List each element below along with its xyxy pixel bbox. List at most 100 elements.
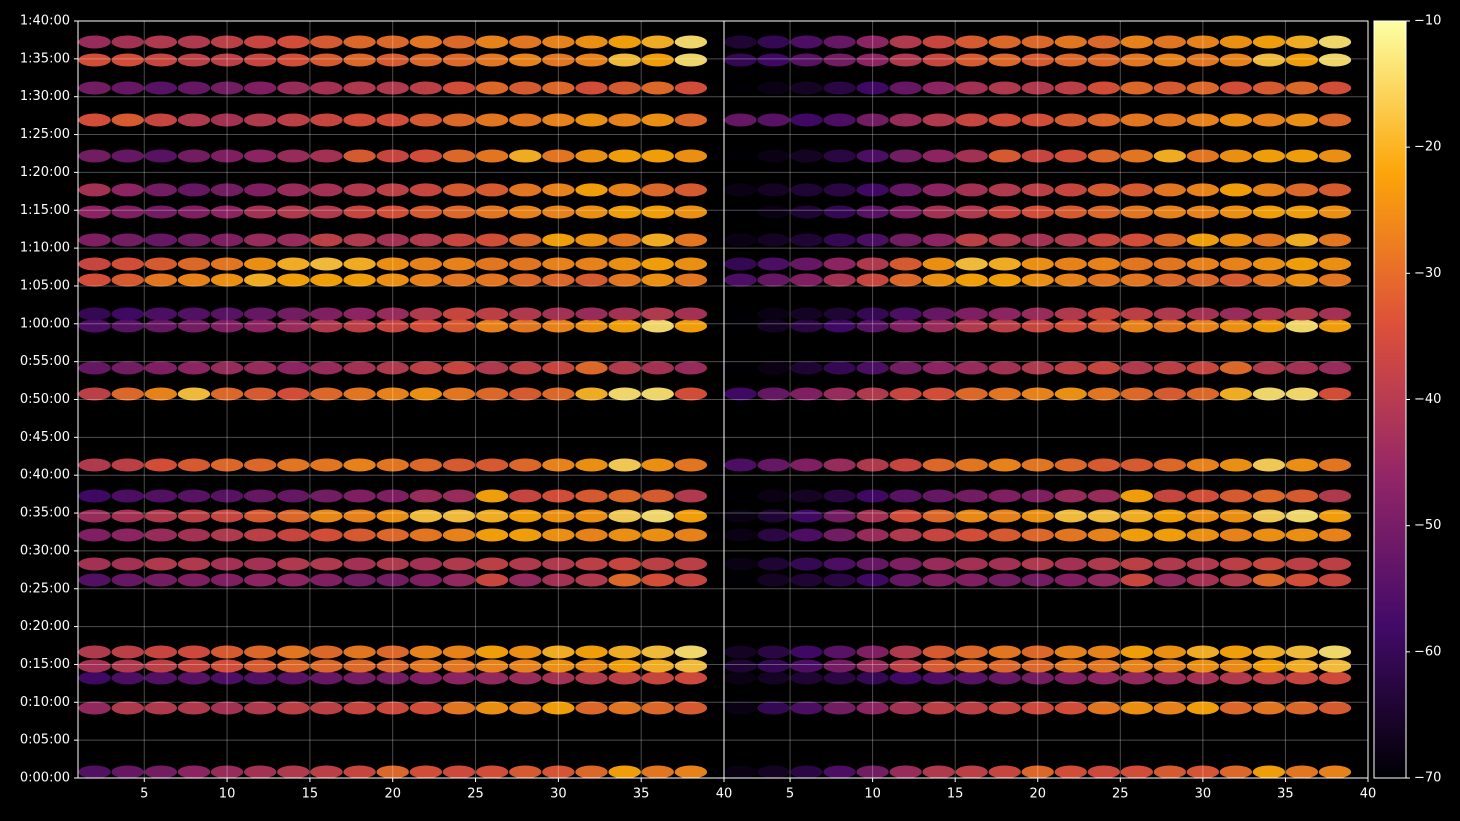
cell: [243, 659, 277, 673]
cell: [508, 361, 542, 375]
cell: [144, 149, 178, 163]
cell: [790, 671, 823, 685]
cell: [508, 645, 542, 659]
cell: [310, 149, 343, 163]
cell: [856, 701, 889, 715]
cell: [1153, 233, 1187, 247]
cell: [144, 53, 178, 67]
cell: [210, 557, 244, 571]
cell: [542, 307, 575, 321]
cell: [144, 361, 178, 375]
cell: [988, 645, 1021, 659]
cell: [1219, 361, 1253, 375]
y-tick-label: 0:15:00: [20, 657, 70, 672]
cell: [442, 81, 476, 95]
cell: [674, 645, 708, 659]
cell: [889, 659, 922, 673]
cell: [475, 183, 509, 197]
cell: [889, 509, 922, 523]
cell: [542, 489, 575, 503]
cell: [1186, 671, 1220, 685]
heatmap-cells: [724, 35, 1352, 778]
cell: [475, 113, 509, 127]
cell: [508, 233, 542, 247]
cell: [674, 183, 708, 197]
cell: [542, 273, 575, 287]
cell: [1054, 489, 1087, 503]
cell: [1153, 528, 1187, 542]
cell: [277, 35, 310, 49]
cell: [1021, 233, 1054, 247]
cell: [442, 557, 476, 571]
cell: [144, 458, 178, 472]
cell: [542, 765, 575, 778]
cell: [210, 183, 244, 197]
x-tick-label: 5: [786, 787, 794, 802]
cell: [210, 273, 244, 287]
cell: [1120, 458, 1154, 472]
cell: [889, 387, 922, 401]
cell: [343, 35, 376, 49]
cell: [1252, 183, 1286, 197]
cell: [922, 671, 955, 685]
cell: [1153, 35, 1187, 49]
cell: [475, 81, 509, 95]
cell: [1219, 509, 1253, 523]
cell: [790, 458, 823, 472]
cell: [1219, 53, 1253, 67]
cell: [277, 81, 310, 95]
cell: [641, 701, 674, 715]
cell: [1054, 319, 1087, 333]
cell: [955, 387, 988, 401]
cell: [724, 489, 757, 503]
cell: [542, 701, 575, 715]
cell: [1054, 659, 1087, 673]
cell: [757, 53, 790, 67]
cell: [508, 149, 542, 163]
cell: [210, 205, 244, 219]
cell: [144, 645, 178, 659]
cell: [144, 205, 178, 219]
cell: [988, 307, 1021, 321]
cell: [823, 573, 856, 587]
cell: [724, 509, 757, 523]
cell: [575, 765, 608, 778]
cell: [210, 113, 244, 127]
cell: [475, 53, 509, 67]
cell: [889, 489, 922, 503]
cell: [376, 205, 409, 219]
colorbar-tick-label: −40: [1414, 392, 1441, 407]
cell: [1219, 205, 1253, 219]
x-tick-label: 25: [467, 787, 484, 802]
cell: [1186, 557, 1220, 571]
cell: [1252, 149, 1286, 163]
cell: [856, 765, 889, 778]
cell: [641, 671, 674, 685]
cell: [608, 35, 641, 49]
cell: [1186, 765, 1220, 778]
cell: [210, 319, 244, 333]
cell: [724, 557, 757, 571]
cell: [1120, 573, 1154, 587]
cell: [1318, 81, 1352, 95]
cell: [1252, 113, 1286, 127]
cell: [1021, 387, 1054, 401]
cell: [144, 183, 178, 197]
cell: [641, 183, 674, 197]
cell: [144, 319, 178, 333]
cell: [1054, 183, 1087, 197]
cell: [856, 557, 889, 571]
cell: [1087, 671, 1120, 685]
cell: [641, 113, 674, 127]
cell: [889, 113, 922, 127]
cell: [343, 361, 376, 375]
cell: [78, 701, 111, 715]
cell: [1120, 273, 1154, 287]
cell: [243, 273, 277, 287]
x-tick-label: 20: [384, 787, 401, 802]
cell: [988, 557, 1021, 571]
cell: [310, 659, 343, 673]
cell: [1021, 81, 1054, 95]
cell: [889, 319, 922, 333]
cell: [988, 81, 1021, 95]
